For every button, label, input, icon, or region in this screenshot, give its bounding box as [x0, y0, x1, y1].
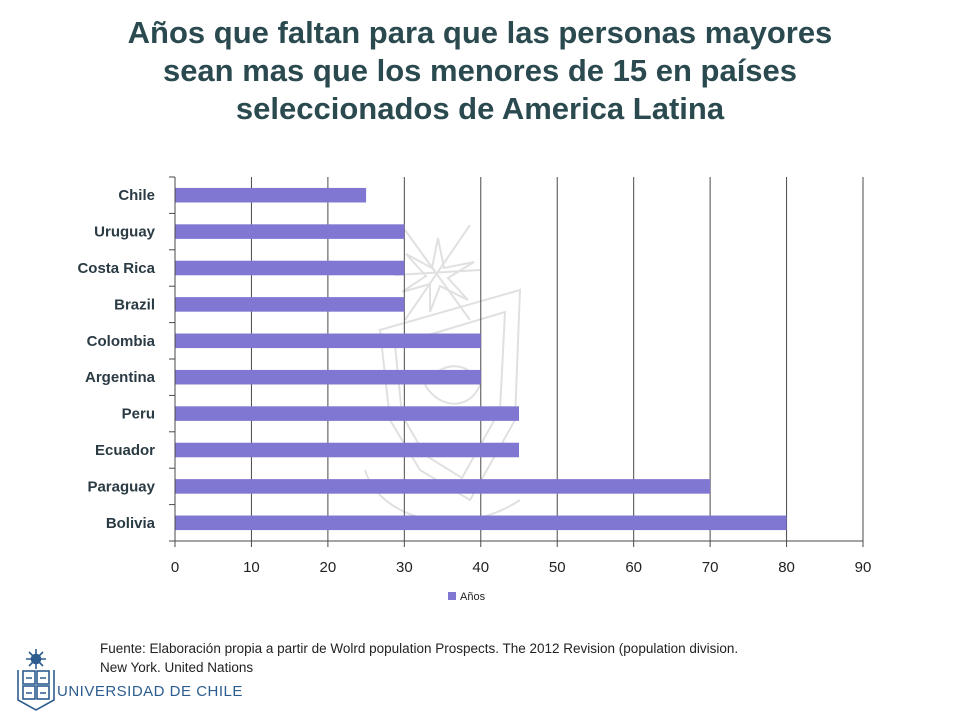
- university-logo: [17, 649, 55, 711]
- legend-swatch: [448, 592, 456, 600]
- y-category-label: Chile: [118, 187, 155, 204]
- bar-argentina: [175, 369, 481, 385]
- bar-bolivia: [175, 515, 787, 531]
- source-note: Fuente: Elaboración propia a partir de W…: [100, 639, 900, 677]
- bar-ecuador: [175, 442, 519, 458]
- y-category-label: Paraguay: [87, 478, 155, 495]
- x-tick-label: 90: [855, 559, 872, 576]
- y-category-label: Costa Rica: [77, 260, 155, 277]
- university-name: UNIVERSIDAD DE CHILE: [57, 683, 243, 700]
- y-category-label: Bolivia: [106, 515, 156, 532]
- title-line-1: Años que faltan para que las personas ma…: [127, 15, 833, 50]
- x-tick-label: 30: [396, 559, 413, 576]
- bar-brazil: [175, 297, 405, 312]
- bar-peru: [175, 406, 519, 421]
- y-category-label: Brazil: [114, 296, 155, 313]
- bar-chile: [175, 187, 367, 203]
- title-line-3: seleccionados de America Latina: [235, 91, 725, 126]
- x-tick-label: 70: [702, 559, 719, 576]
- chart-title: Años que faltan para que las personas ma…: [60, 14, 900, 128]
- x-tick-label: 50: [549, 559, 566, 576]
- y-category-label: Peru: [122, 406, 155, 423]
- x-tick-label: 40: [472, 559, 489, 576]
- bar-costa-rica: [175, 260, 405, 276]
- y-category-label: Uruguay: [94, 224, 156, 241]
- legend-label: Años: [460, 591, 486, 603]
- y-category-label: Argentina: [85, 369, 156, 386]
- x-tick-label: 10: [243, 559, 260, 576]
- source-line-2: New York. United Nations: [100, 660, 254, 675]
- bar-paraguay: [175, 479, 711, 494]
- x-tick-label: 60: [625, 559, 642, 576]
- bar-uruguay: [175, 224, 405, 239]
- university-seal-icon: [17, 649, 55, 711]
- x-tick-label: 20: [320, 559, 337, 576]
- x-tick-label: 0: [171, 559, 179, 576]
- y-category-label: Colombia: [87, 333, 156, 350]
- y-category-label: Ecuador: [95, 442, 155, 459]
- chart-legend: Años: [448, 591, 486, 603]
- bar-colombia: [175, 333, 481, 349]
- title-line-2: sean mas que los menores de 15 en países: [162, 53, 798, 88]
- x-tick-label: 80: [778, 559, 795, 576]
- source-line-1: Fuente: Elaboración propia a partir de W…: [100, 641, 739, 656]
